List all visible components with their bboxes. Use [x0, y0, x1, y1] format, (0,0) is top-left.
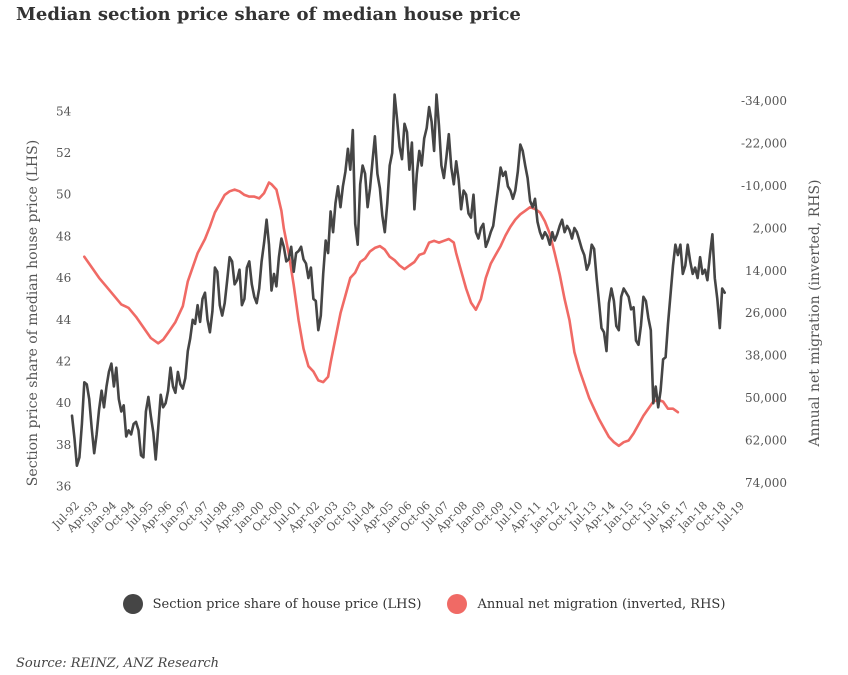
right-tick-label: 50,000: [745, 391, 787, 405]
right-axis-label: Annual net migration (inverted, RHS): [807, 180, 823, 448]
left-tick-label: 38: [56, 438, 71, 452]
right-tick-label: 14,000: [745, 264, 787, 278]
legend-marker-icon: [123, 594, 143, 614]
left-tick-label: 42: [56, 354, 71, 368]
section-share-line: [72, 95, 725, 466]
legend-marker-icon: [447, 594, 467, 614]
legend-item-net-migration[interactable]: Annual net migration (inverted, RHS): [447, 594, 725, 614]
left-tick-label: 40: [56, 396, 71, 410]
left-tick-label: 44: [56, 313, 72, 327]
left-tick-label: 48: [56, 229, 71, 243]
legend: Section price share of house price (LHS)…: [0, 594, 848, 614]
right-tick-label: 62,000: [745, 433, 787, 447]
left-tick-label: 36: [56, 480, 71, 494]
left-tick-label: 46: [56, 271, 71, 285]
right-tick-label: 38,000: [745, 349, 787, 363]
left-tick-label: 54: [56, 104, 72, 118]
right-tick-label: 2,000: [753, 221, 787, 235]
legend-label: Section price share of house price (LHS): [153, 597, 422, 612]
left-tick-label: 50: [56, 188, 71, 202]
net-migration-line: [84, 183, 678, 446]
right-tick-label: 74,000: [745, 476, 787, 490]
legend-item-section-share[interactable]: Section price share of house price (LHS): [123, 594, 422, 614]
chart-canvas: 36 38 40 42 44 46 48 50 52 54 -34,000 -22,000 -10,0…: [0, 0, 848, 675]
left-axis-label: Section price share of median house pric…: [25, 140, 41, 486]
source-note: Source: REINZ, ANZ Research: [16, 656, 219, 671]
right-tick-label: -34,000: [741, 94, 787, 108]
right-tick-label: -10,000: [741, 179, 787, 193]
left-tick-label: 52: [56, 146, 71, 160]
legend-label: Annual net migration (inverted, RHS): [477, 597, 725, 612]
right-tick-label: 26,000: [745, 306, 787, 320]
right-tick-label: -22,000: [741, 137, 787, 151]
